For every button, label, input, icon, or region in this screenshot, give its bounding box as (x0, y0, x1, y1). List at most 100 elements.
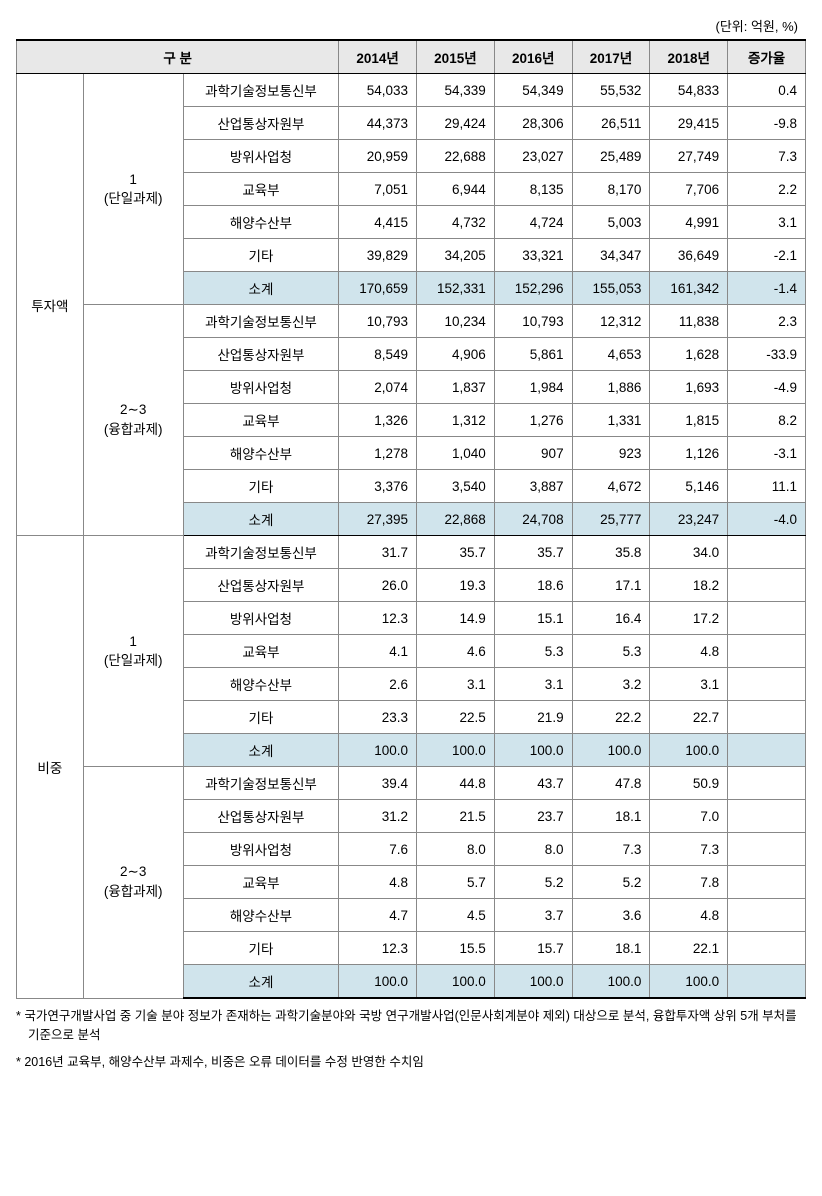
data-cell: 100.0 (494, 965, 572, 999)
data-cell: 8,135 (494, 173, 572, 206)
data-cell: 3.6 (572, 899, 650, 932)
data-cell: -3.1 (728, 437, 806, 470)
data-cell: -1.4 (728, 272, 806, 305)
dept-label: 소계 (183, 965, 339, 999)
data-cell: 19.3 (417, 569, 495, 602)
header-year-2016: 2016년 (494, 40, 572, 74)
data-cell: 4.1 (339, 635, 417, 668)
data-cell: 7.3 (728, 140, 806, 173)
dept-label: 방위사업청 (183, 371, 339, 404)
data-cell: 43.7 (494, 767, 572, 800)
data-cell: 5.7 (417, 866, 495, 899)
data-cell: 50.9 (650, 767, 728, 800)
dept-label: 과학기술정보통신부 (183, 305, 339, 338)
dept-label: 기타 (183, 932, 339, 965)
data-cell: 7,051 (339, 173, 417, 206)
dept-label: 교육부 (183, 866, 339, 899)
data-cell: 5,861 (494, 338, 572, 371)
data-cell: -4.9 (728, 371, 806, 404)
dept-label: 산업통상자원부 (183, 107, 339, 140)
data-cell: 44,373 (339, 107, 417, 140)
data-cell: 18.2 (650, 569, 728, 602)
data-cell (728, 767, 806, 800)
data-cell (728, 602, 806, 635)
data-cell: 12.3 (339, 932, 417, 965)
data-cell: 21.5 (417, 800, 495, 833)
data-cell (728, 734, 806, 767)
data-cell: 10,234 (417, 305, 495, 338)
data-cell: 7.3 (572, 833, 650, 866)
data-cell: 5.2 (572, 866, 650, 899)
data-cell: 8.0 (417, 833, 495, 866)
data-cell: 5.3 (572, 635, 650, 668)
data-cell: 15.7 (494, 932, 572, 965)
data-cell: 35.7 (417, 536, 495, 569)
data-cell: 100.0 (572, 734, 650, 767)
dept-label: 교육부 (183, 404, 339, 437)
data-cell: 4,732 (417, 206, 495, 239)
data-cell: 10,793 (339, 305, 417, 338)
data-cell: 26.0 (339, 569, 417, 602)
table-header: 구 분 2014년 2015년 2016년 2017년 2018년 증가율 (17, 40, 806, 74)
data-cell: 100.0 (339, 734, 417, 767)
data-cell: 16.4 (572, 602, 650, 635)
data-cell: 15.5 (417, 932, 495, 965)
dept-label: 과학기술정보통신부 (183, 74, 339, 107)
data-cell: 1,312 (417, 404, 495, 437)
header-year-2018: 2018년 (650, 40, 728, 74)
subgroup-label: 2∼3 (융합과제) (83, 305, 183, 536)
data-cell: 100.0 (339, 965, 417, 999)
dept-label: 해양수산부 (183, 206, 339, 239)
data-cell: 34.0 (650, 536, 728, 569)
data-cell: 29,424 (417, 107, 495, 140)
dept-label: 기타 (183, 239, 339, 272)
data-cell: 54,349 (494, 74, 572, 107)
data-cell: 100.0 (417, 734, 495, 767)
data-cell: 23,247 (650, 503, 728, 536)
data-cell: 22.1 (650, 932, 728, 965)
data-cell: 170,659 (339, 272, 417, 305)
data-cell: 1,984 (494, 371, 572, 404)
data-cell: 2.6 (339, 668, 417, 701)
data-cell: 100.0 (494, 734, 572, 767)
data-cell: 2.2 (728, 173, 806, 206)
data-cell: 1,628 (650, 338, 728, 371)
data-cell: 3,376 (339, 470, 417, 503)
data-cell: 21.9 (494, 701, 572, 734)
data-cell: 5,146 (650, 470, 728, 503)
data-cell: 31.2 (339, 800, 417, 833)
data-cell: 11,838 (650, 305, 728, 338)
data-cell: 54,033 (339, 74, 417, 107)
data-cell: 17.2 (650, 602, 728, 635)
dept-label: 방위사업청 (183, 140, 339, 173)
data-cell: 7.6 (339, 833, 417, 866)
data-cell: 100.0 (650, 734, 728, 767)
data-cell: 3.1 (650, 668, 728, 701)
data-cell: 11.1 (728, 470, 806, 503)
data-cell: 55,532 (572, 74, 650, 107)
data-cell: 3.7 (494, 899, 572, 932)
data-cell (728, 965, 806, 999)
data-cell: 15.1 (494, 602, 572, 635)
data-cell: 22.2 (572, 701, 650, 734)
data-cell: 4,415 (339, 206, 417, 239)
data-cell: 1,815 (650, 404, 728, 437)
data-cell: 1,886 (572, 371, 650, 404)
dept-label: 교육부 (183, 635, 339, 668)
data-cell: 54,339 (417, 74, 495, 107)
dept-label: 해양수산부 (183, 437, 339, 470)
data-cell: 5.3 (494, 635, 572, 668)
data-cell: 4.8 (650, 635, 728, 668)
data-cell: 18.6 (494, 569, 572, 602)
data-cell: 1,693 (650, 371, 728, 404)
data-cell: 54,833 (650, 74, 728, 107)
data-cell: 100.0 (417, 965, 495, 999)
data-cell: 28,306 (494, 107, 572, 140)
data-cell: 0.4 (728, 74, 806, 107)
header-year-2014: 2014년 (339, 40, 417, 74)
data-cell: 161,342 (650, 272, 728, 305)
data-cell: 23,027 (494, 140, 572, 173)
dept-label: 산업통상자원부 (183, 800, 339, 833)
data-cell: 22,688 (417, 140, 495, 173)
data-cell: 27,395 (339, 503, 417, 536)
